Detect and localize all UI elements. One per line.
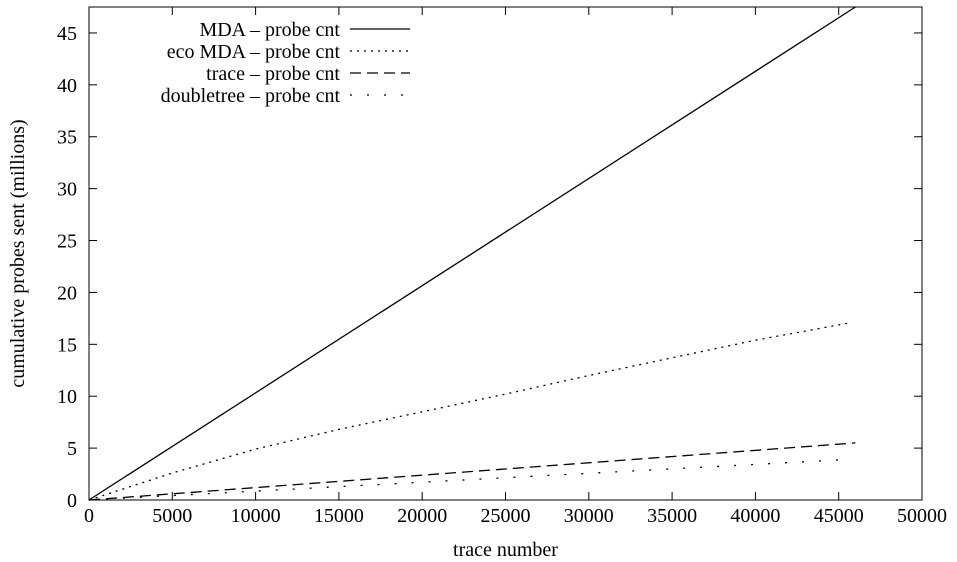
y-tick-label: 5 xyxy=(67,438,77,460)
series-layer xyxy=(88,6,856,501)
x-axis-title: trace number xyxy=(453,539,558,561)
x-tick-label: 35000 xyxy=(647,505,697,527)
series-line-4 xyxy=(88,458,848,501)
series-line-3 xyxy=(88,442,856,501)
legend-label: eco MDA – probe cnt xyxy=(167,41,341,63)
y-axis-title: cumulative probes sent (millions) xyxy=(7,119,29,387)
x-axis-ticks: 0 5000 10000 15000 20000 25000 30000 35000 40000… xyxy=(84,7,947,527)
y-tick-label: 0 xyxy=(67,490,77,512)
x-tick-label: 0 xyxy=(84,505,94,527)
series-line-2 xyxy=(88,321,853,501)
y-tick-label: 25 xyxy=(57,231,77,253)
y-tick-label: 15 xyxy=(57,334,77,356)
x-tick-label: 20000 xyxy=(397,505,447,527)
x-tick-label: 45000 xyxy=(814,505,864,527)
y-tick-label: 35 xyxy=(57,127,77,149)
y-tick-label: 30 xyxy=(57,179,77,201)
x-tick-label: 15000 xyxy=(314,505,364,527)
x-tick-label: 40000 xyxy=(730,505,780,527)
y-tick-label: 20 xyxy=(57,282,77,304)
x-tick-label: 25000 xyxy=(481,505,531,527)
y-tick-label: 10 xyxy=(57,386,77,408)
x-tick-label: 50000 xyxy=(897,505,947,527)
x-tick-label: 30000 xyxy=(564,505,614,527)
x-tick-label: 5000 xyxy=(152,505,192,527)
legend-label: trace – probe cnt xyxy=(206,63,340,85)
legend-label: doubletree – probe cnt xyxy=(161,85,341,107)
y-axis-ticks: 0 5 10 15 20 25 30 35 40 45 xyxy=(57,23,922,512)
y-tick-label: 45 xyxy=(57,23,77,45)
y-tick-label: 40 xyxy=(57,75,77,97)
x-tick-label: 10000 xyxy=(231,505,281,527)
legend-label: MDA – probe cnt xyxy=(199,19,340,41)
series-line-1 xyxy=(88,6,856,501)
